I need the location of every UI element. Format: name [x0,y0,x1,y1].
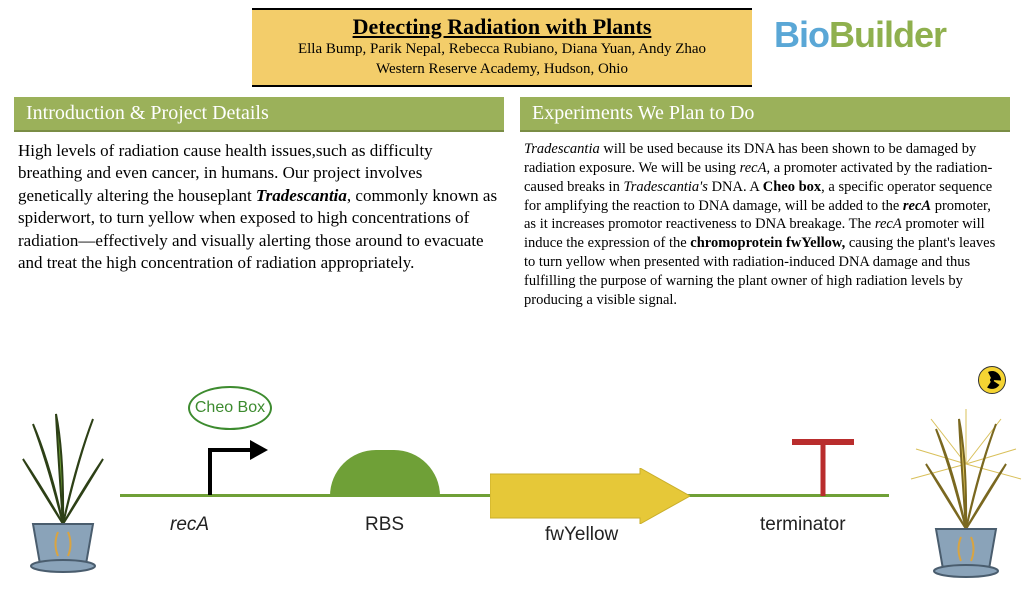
fwYellow-label: fwYellow [545,524,618,546]
plant-yellow-icon [906,404,1016,589]
poster-affiliation: Western Reserve Academy, Hudson, Ohio [272,60,732,80]
radiation-icon [978,366,1006,394]
intro-body: High levels of radiation cause health is… [14,132,504,275]
gene-arrow-shape [490,468,690,524]
experiments-body: Tradescantia will be used because its DN… [520,132,1010,310]
logo-o: o [808,14,829,55]
intro-column: Introduction & Project Details High leve… [14,97,504,310]
biobuilder-logo: BioBuilder [774,14,946,56]
experiments-section-bar: Experiments We Plan to Do [520,97,1010,132]
recA-label: recA [170,514,209,536]
rbs-shape [330,450,440,496]
terminator-shape [788,436,858,498]
logo-b: B [774,14,799,55]
columns: Introduction & Project Details High leve… [0,91,1024,310]
header-row: Detecting Radiation with Plants Ella Bum… [0,0,1024,91]
rbs-label: RBS [365,514,404,536]
promoter-arrow-icon [200,430,280,500]
poster-title: Detecting Radiation with Plants [272,14,732,40]
intro-section-bar: Introduction & Project Details [14,97,504,132]
plant-green-icon [8,404,118,579]
logo-builder: Builder [829,14,946,55]
cheo-box-label: Cheo Box [188,386,272,430]
logo-i: i [799,14,808,55]
title-block: Detecting Radiation with Plants Ella Bum… [252,8,752,87]
terminator-label: terminator [760,514,846,536]
experiments-column: Experiments We Plan to Do Tradescantia w… [520,97,1010,310]
gene-diagram: Cheo Box recA RBS fwYellow terminator [0,364,1024,582]
poster-authors: Ella Bump, Parik Nepal, Rebecca Rubiano,… [272,40,732,60]
